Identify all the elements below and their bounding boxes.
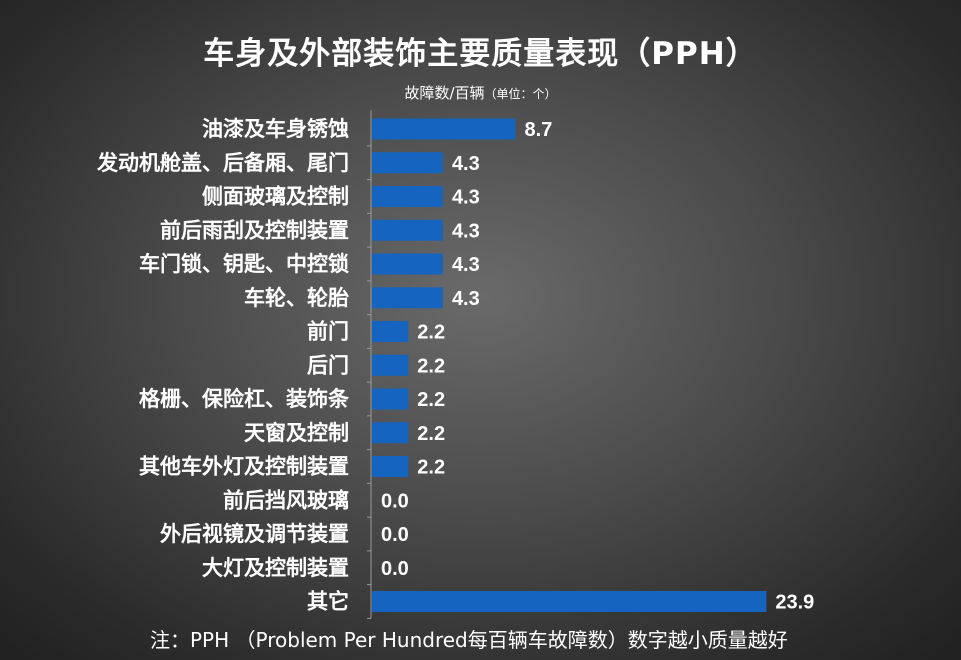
category-label: 车轮、轮胎 bbox=[244, 286, 349, 310]
bar bbox=[372, 354, 409, 376]
category-label: 其他车外灯及控制装置 bbox=[139, 455, 349, 479]
data-label: 4.3 bbox=[452, 187, 480, 209]
data-label: 0.0 bbox=[381, 490, 409, 512]
chart-subtitle: 故障数/百辆（单位：个） bbox=[0, 82, 961, 103]
category-label: 油漆及车身锈蚀 bbox=[202, 117, 349, 141]
subtitle-text: 故障数/百辆 bbox=[404, 84, 485, 102]
unit-label: （单位：个） bbox=[484, 87, 557, 101]
data-label: 0.0 bbox=[381, 558, 409, 580]
data-label: 2.2 bbox=[417, 423, 445, 445]
category-label: 外后视镜及调节装置 bbox=[160, 522, 349, 546]
chart-title: 车身及外部装饰主要质量表现（PPH） bbox=[203, 36, 758, 72]
bar bbox=[372, 591, 767, 612]
category-label: 发动机舱盖、后备厢、尾门 bbox=[96, 151, 349, 175]
bar bbox=[372, 118, 516, 140]
category-label: 侧面玻璃及控制 bbox=[202, 185, 349, 209]
category-label: 天窗及控制 bbox=[244, 421, 349, 445]
category-label: 格栅、保险杠、装饰条 bbox=[139, 387, 350, 411]
category-label: 前门 bbox=[307, 320, 349, 344]
data-label: 2.2 bbox=[417, 389, 445, 411]
footnote: 注：PPH （Problem Per Hundred每百辆车故障数）数字越小质量… bbox=[150, 628, 788, 652]
category-label: 前后雨刮及控制装置 bbox=[160, 218, 349, 242]
data-label: 2.2 bbox=[417, 457, 445, 479]
bar bbox=[372, 456, 409, 477]
data-label: 4.3 bbox=[452, 288, 480, 310]
data-label: 4.3 bbox=[452, 254, 480, 276]
bar bbox=[372, 422, 409, 444]
data-label: 4.3 bbox=[452, 153, 480, 175]
category-label: 大灯及控制装置 bbox=[202, 556, 349, 580]
bar bbox=[372, 186, 443, 207]
bar bbox=[372, 287, 443, 309]
data-label: 2.2 bbox=[417, 355, 445, 377]
data-label: 8.7 bbox=[525, 119, 553, 141]
category-label: 后门 bbox=[307, 353, 349, 377]
data-label: 4.3 bbox=[452, 220, 480, 242]
bar bbox=[372, 152, 443, 174]
data-label: 23.9 bbox=[775, 592, 814, 614]
bar bbox=[372, 219, 443, 241]
data-label: 2.2 bbox=[417, 322, 445, 344]
bar bbox=[372, 321, 409, 342]
category-label: 前后挡风玻璃 bbox=[223, 488, 349, 512]
category-label: 车门锁、钥匙、中控锁 bbox=[139, 252, 349, 276]
data-label: 0.0 bbox=[381, 524, 409, 546]
category-label: 其它 bbox=[307, 590, 349, 614]
bar bbox=[372, 388, 409, 410]
bar bbox=[372, 253, 443, 275]
